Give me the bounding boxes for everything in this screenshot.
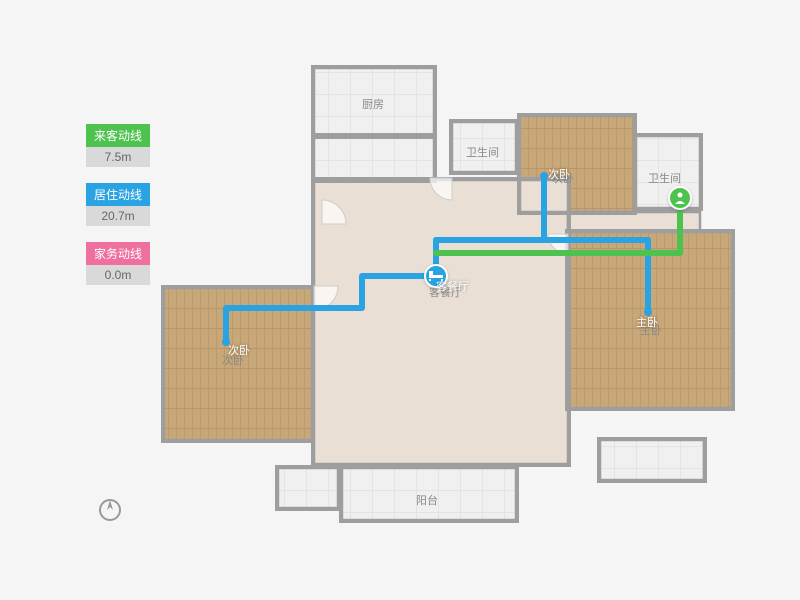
floor-plan-svg bbox=[240, 28, 770, 548]
legend-guest: 来客动线 7.5m bbox=[86, 124, 150, 167]
legend-guest-label: 来客动线 bbox=[86, 124, 150, 147]
living-dining-icon bbox=[424, 264, 448, 288]
legend-living-value: 20.7m bbox=[86, 206, 150, 226]
legend-chore-label: 家务动线 bbox=[86, 242, 150, 265]
legend: 来客动线 7.5m 居住动线 20.7m 家务动线 0.0m bbox=[86, 124, 150, 301]
legend-living-label: 居住动线 bbox=[86, 183, 150, 206]
compass-icon bbox=[96, 496, 124, 524]
floor-plan: 厨房卫生间次卧卫生间客餐厅次卧主卧阳台 客餐厅 次卧 次卧 主卧 bbox=[240, 28, 770, 548]
entry-person-icon bbox=[668, 186, 692, 210]
legend-chore-value: 0.0m bbox=[86, 265, 150, 285]
legend-living: 居住动线 20.7m bbox=[86, 183, 150, 226]
legend-guest-value: 7.5m bbox=[86, 147, 150, 167]
legend-chore: 家务动线 0.0m bbox=[86, 242, 150, 285]
